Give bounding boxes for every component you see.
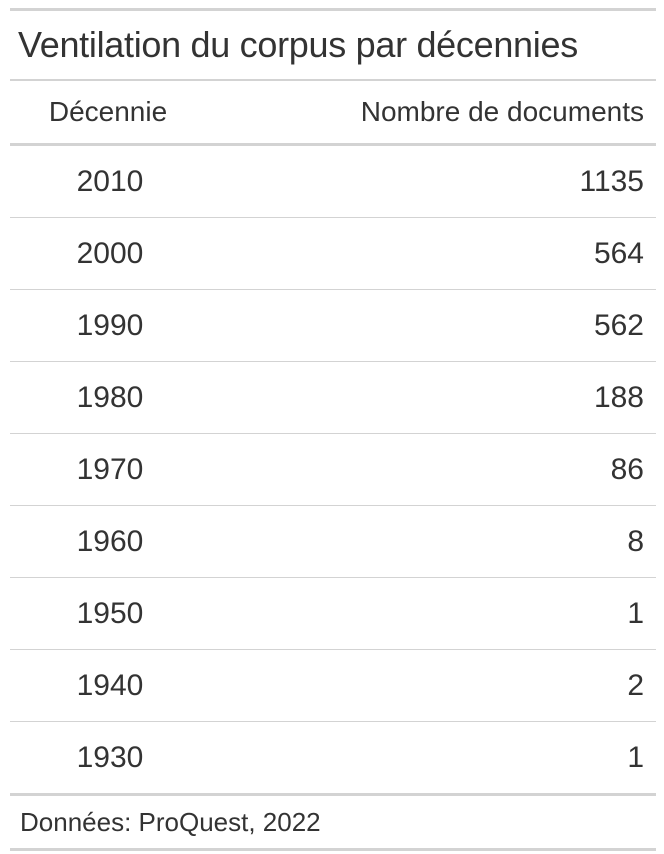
cell-decade: 1960 <box>76 524 144 558</box>
cell-count: 1135 <box>579 164 644 198</box>
cell-decade: 1980 <box>76 380 144 414</box>
cell-decade: 1990 <box>76 308 144 342</box>
table-row: 1970 86 <box>10 434 656 506</box>
table-header-row: Décennie Nombre de documents <box>10 81 656 143</box>
title-rule <box>10 79 656 81</box>
table-body: 2010 1135 2000 564 1990 562 1980 188 1970 86 1960 8… <box>10 146 656 793</box>
table-bottom-rule <box>10 793 656 796</box>
cell-decade: 1930 <box>76 740 144 774</box>
table-row: 1990 562 <box>10 290 656 362</box>
cell-count: 562 <box>593 308 644 342</box>
source-note: Données: ProQuest, 2022 <box>20 807 321 837</box>
table-row: 1980 188 <box>10 362 656 434</box>
cell-count: 188 <box>593 380 644 414</box>
header-rule <box>10 143 656 146</box>
table-row: 1960 8 <box>10 506 656 578</box>
cell-count: 2 <box>627 668 644 702</box>
table-title: Ventilation du corpus par décennies <box>18 24 578 65</box>
cell-decade: 2010 <box>76 164 144 198</box>
table-row: 2000 564 <box>10 218 656 290</box>
cell-decade: 2000 <box>76 236 144 270</box>
cell-decade: 1940 <box>76 668 144 702</box>
cell-count: 564 <box>593 236 644 270</box>
cell-count: 1 <box>627 596 644 630</box>
table-row: 2010 1135 <box>10 146 656 218</box>
cell-count: 1 <box>627 740 644 774</box>
column-header-count: Nombre de documents <box>360 96 644 127</box>
cell-decade: 1970 <box>76 452 144 486</box>
cell-decade: 1950 <box>76 596 144 630</box>
table-row: 1930 1 <box>10 722 656 793</box>
cell-count: 8 <box>627 524 644 558</box>
table-row: 1950 1 <box>10 578 656 650</box>
data-table: Ventilation du corpus par décennies Déce… <box>10 8 656 851</box>
table-top-rule <box>10 8 656 11</box>
cell-count: 86 <box>610 452 644 486</box>
table-row: 1940 2 <box>10 650 656 722</box>
column-header-decade: Décennie <box>48 96 168 127</box>
footer-rule <box>10 848 656 851</box>
